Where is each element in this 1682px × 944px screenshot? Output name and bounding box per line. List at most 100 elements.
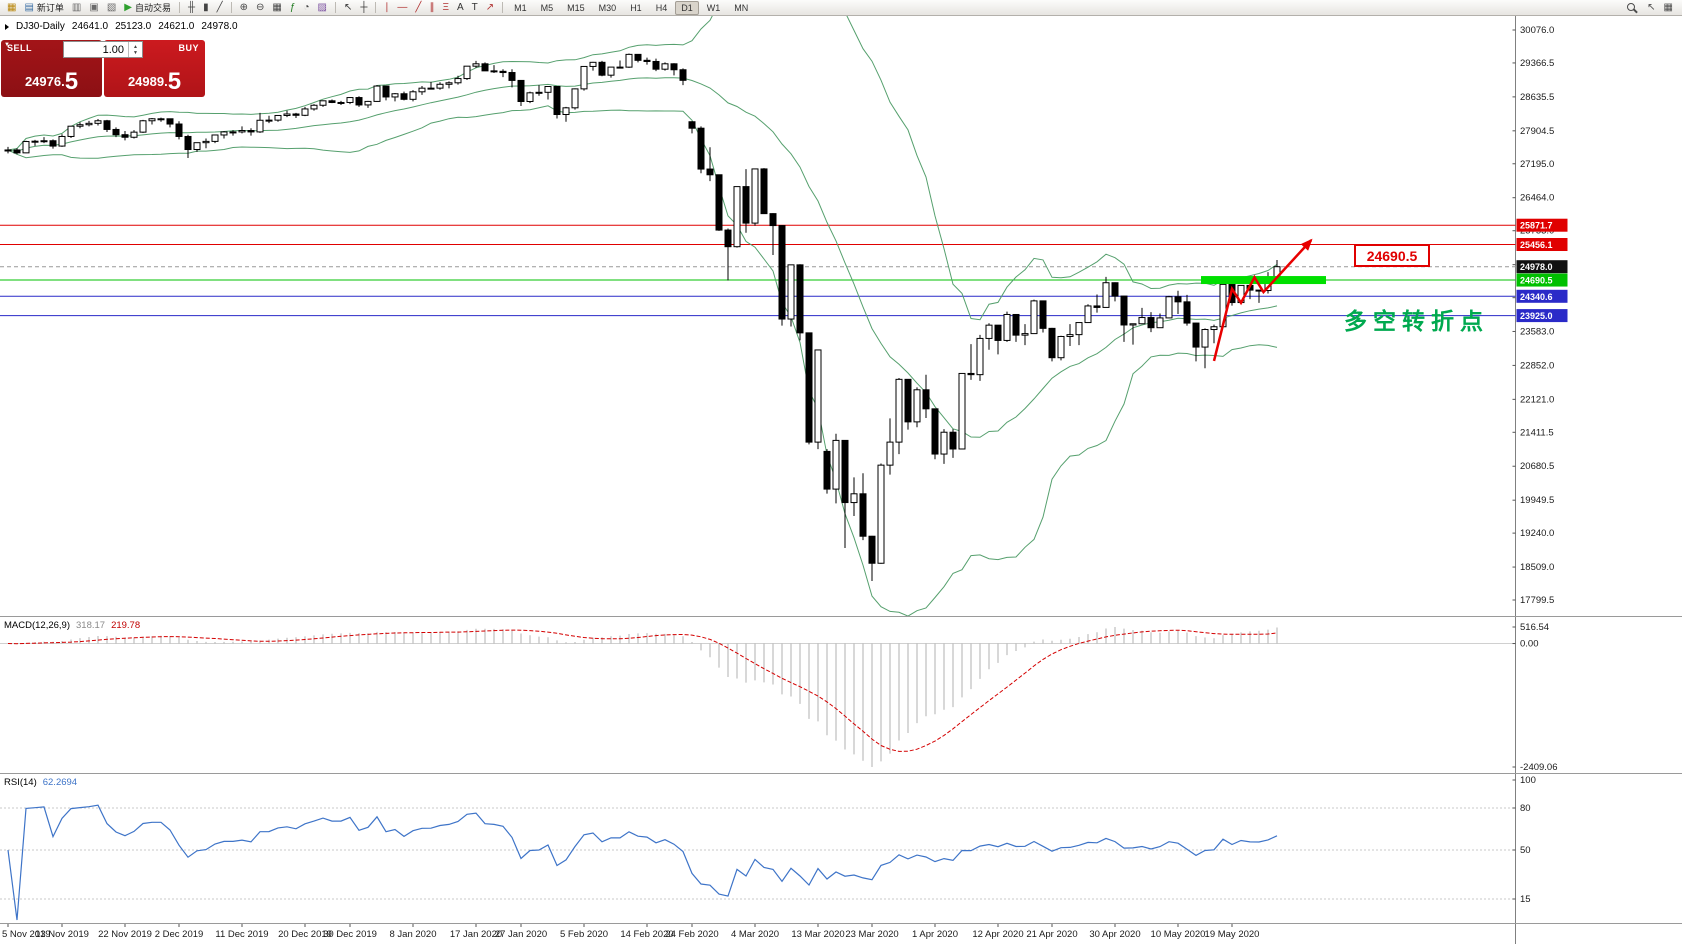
macd-canvas: 516.54 0.00 -2409.06 [0,617,1558,773]
periods-button[interactable]: ◔ [300,1,312,15]
zoom-out-icon: ⊖ [256,1,265,13]
crosshair-button[interactable]: ┼ [357,1,370,15]
macd-histogram [16,627,1278,767]
candlestick-series [4,53,1281,581]
time-axis-label: 17 Jan 2020 [450,929,502,940]
analysis-note-text[interactable]: 多空转折点 [1344,308,1489,334]
sell-button[interactable]: SELL 24976.5 [1,40,102,97]
navigator-icon: ▧ [106,1,117,13]
time-axis-label: 27 Jan 2020 [495,929,547,940]
arrow-tools-button[interactable]: ↗ [483,1,497,15]
vertical-line-icon: ∣ [384,1,390,13]
toolbar-right-group: ↖ ▦ [1623,1,1679,15]
periods-icon: ◔ [303,1,310,13]
timeframe-d1[interactable]: D1 [675,0,699,15]
zoom-in-button[interactable]: ⊕ [237,1,251,15]
new-order-label: 新订单 [36,3,64,13]
new-order-icon: ▤ [24,1,34,13]
ohlc-high: 25123.0 [115,21,152,32]
timeframe-h1[interactable]: H1 [630,2,642,13]
macd-signal-line [7,629,1278,752]
timeframe-m1[interactable]: M1 [514,2,527,13]
price-axis-label: 20680.5 [1520,461,1554,472]
tile-windows-button[interactable]: ▦ [269,1,284,15]
time-axis-label: 5 Nov 2019 [2,929,51,940]
collapse-panel-icon[interactable]: ▼ [4,42,10,48]
time-axis[interactable]: 5 Nov 2019 13 Nov 2019 22 Nov 2019 2 Dec 20… [0,924,1682,944]
templates-button[interactable]: ▨ [314,1,329,15]
new-order-button[interactable]: ▤ 新订单 [21,1,66,15]
line-chart-icon: ╱ [216,1,223,13]
trend-arrow-annotation[interactable] [1212,238,1313,362]
timeframe-w1[interactable]: W1 [706,2,721,13]
timeframe-h4[interactable]: H4 [655,2,668,13]
fibonacci-button[interactable]: Ξ [439,1,452,15]
cursor-button[interactable]: ↖ [341,1,355,15]
auto-trading-icon: ▶ [124,1,132,13]
profiles-icon: ▥ [71,1,82,13]
horizontal-line-icon: ― [397,1,408,13]
time-axis-label: 20 Dec 2019 [278,929,332,940]
horizontal-line-button[interactable]: ― [394,1,410,15]
price-axis-label: 28635.5 [1520,92,1554,103]
svg-text:25871.7: 25871.7 [1520,221,1553,231]
cursor-mode-button[interactable]: ↖ [1644,1,1658,15]
bollinger-upper [7,16,1278,321]
time-axis-label: 19 May 2020 [1205,929,1260,940]
timeframe-m5[interactable]: M5 [540,2,554,13]
auto-trading-button[interactable]: ▶ 自动交易 [121,1,174,15]
rsi-name: RSI(14) [4,777,37,788]
volume-input[interactable]: 1.00 ▲ ▼ [63,41,143,58]
new-chart-icon: ▦ [7,1,17,13]
timeframe-m30[interactable]: M30 [598,2,617,13]
vertical-line-button[interactable]: ∣ [381,1,392,15]
time-axis-label: 13 Mar 2020 [791,929,844,940]
price-axis-label: 26464.0 [1520,193,1554,204]
toolbar-separator [502,2,504,13]
bollinger-lower [7,105,1278,616]
time-axis-label: 11 Dec 2019 [215,929,268,940]
time-axis-label: 13 Nov 2019 [35,929,89,940]
crosshair-icon: ┼ [360,1,368,13]
timeframe-group: M1 M5 M15 M30 H1 H4 D1 W1 MN [507,0,755,15]
candlestick-chart-button[interactable]: ▮ [200,1,212,15]
market-watch-button[interactable]: ▣ [86,1,101,15]
navigator-button[interactable]: ▧ [104,1,119,15]
market-watch-icon: ▣ [89,1,99,13]
support-zone-highlight[interactable] [1201,276,1326,285]
tile-windows-icon: ▦ [272,1,282,13]
trendline-button[interactable]: ╱ [412,1,424,15]
indicators-button[interactable]: ƒ [287,1,299,15]
channel-button[interactable]: ∥ [426,1,437,15]
toolbar-separator [230,2,232,13]
fibonacci-icon: Ξ [442,1,449,13]
volume-stepper[interactable]: ▲ ▼ [128,42,142,57]
bar-chart-button[interactable]: ╫ [185,1,198,15]
price-badges: 25871.7 25456.1 24978.0 24690.5 24340.6 23925… [1516,218,1568,323]
macd-axis-label: 516.54 [1520,622,1549,633]
price-axis-label: 29366.5 [1520,58,1554,69]
volume-up-icon[interactable]: ▲ [133,43,138,50]
one-click-trading-panel: ▼ SELL 24976.5 1.00 ▲ ▼ BUY 24989.5 [1,40,205,97]
buy-price: 24989.5 [127,68,182,95]
ohlc-open: 24641.0 [71,21,109,32]
toolbar-separator [375,2,377,13]
label-button[interactable]: T [469,1,481,15]
support-price-label[interactable]: 24690.5 [1354,244,1430,267]
zoom-out-button[interactable]: ⊖ [253,1,267,15]
text-button[interactable]: A [454,1,467,15]
dock-windows-button[interactable]: ▦ [1661,1,1676,15]
new-chart-button[interactable]: ▦ [4,1,19,15]
timeframe-m15[interactable]: M15 [567,2,585,13]
price-chart-canvas[interactable]: 30076.0 29366.5 28635.5 27904.5 27195.0 26464… [0,16,1682,616]
profiles-button[interactable]: ▥ [69,1,84,15]
price-axis-label: 19240.0 [1520,528,1554,539]
volume-down-icon[interactable]: ▼ [133,49,138,56]
search-button[interactable] [1624,1,1642,15]
rsi-canvas: 100 80 50 15 [0,774,1536,923]
svg-text:24340.6: 24340.6 [1520,292,1553,302]
timeframe-mn[interactable]: MN [734,2,749,13]
rsi-value: 62.2694 [42,777,78,788]
line-chart-button[interactable]: ╱ [214,1,226,15]
